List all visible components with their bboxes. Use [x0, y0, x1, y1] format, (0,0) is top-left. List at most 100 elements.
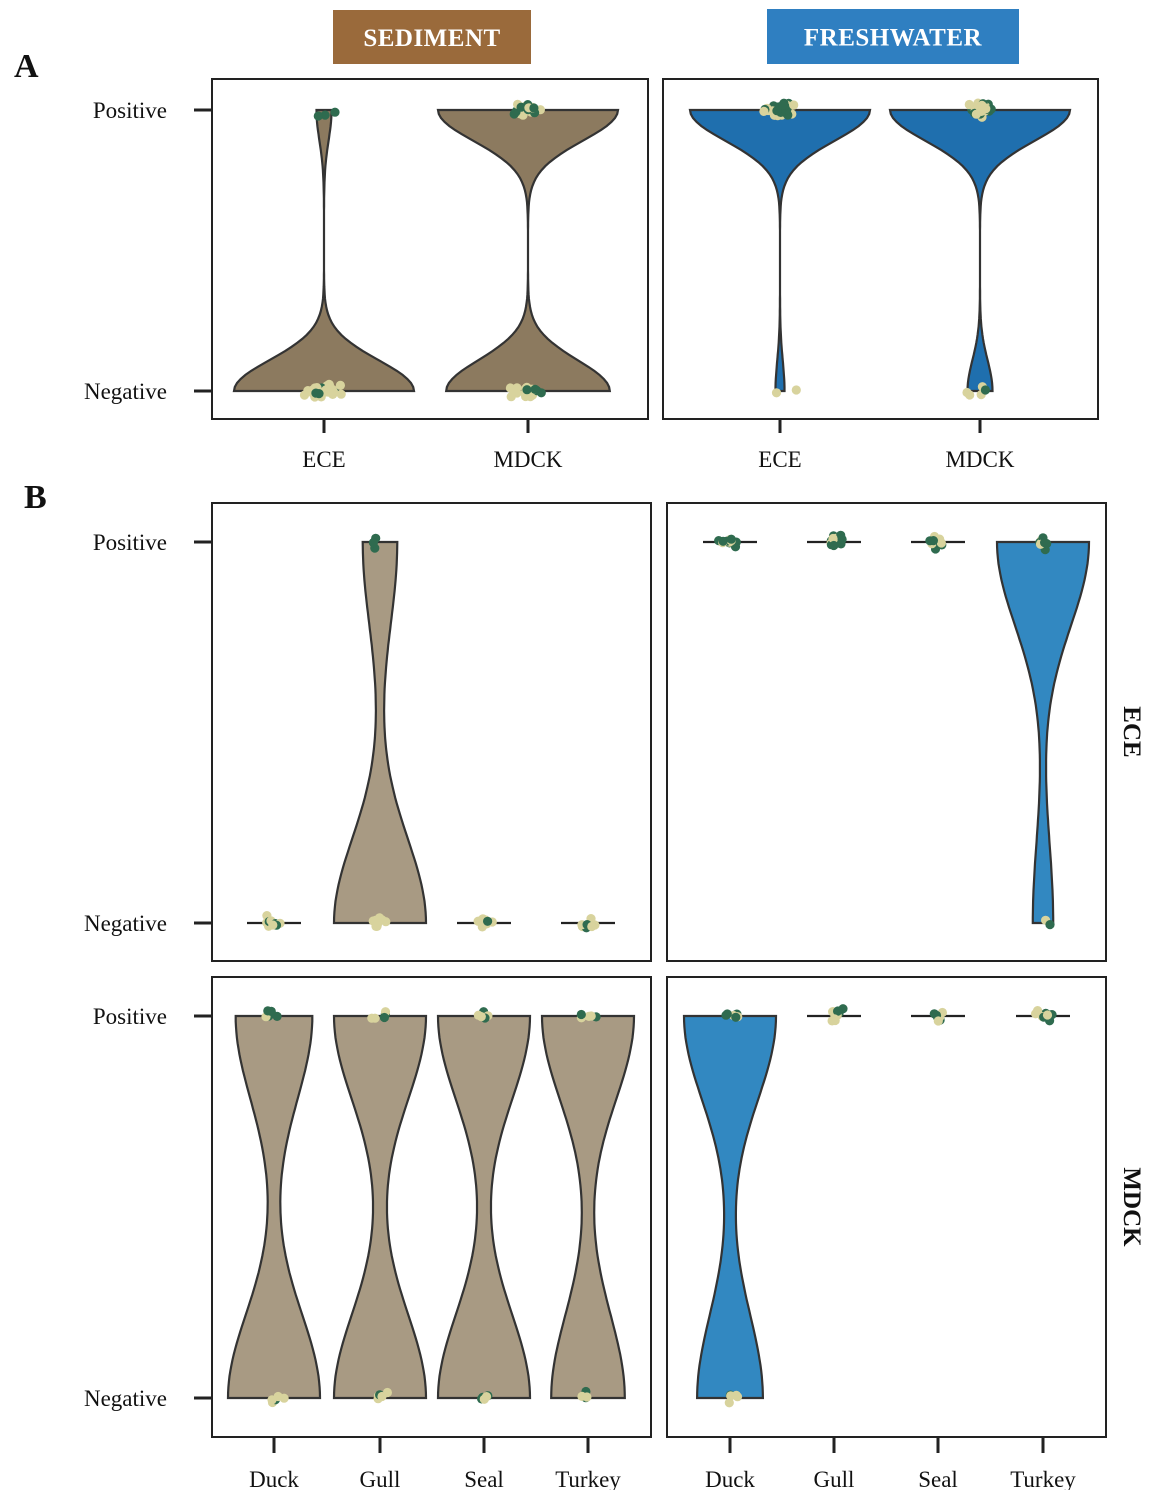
panel-b-xtick-label-sediment-duck: Duck: [249, 1467, 299, 1490]
point-b-mdck-sediment-duck-positive: [266, 1006, 276, 1017]
point-a-freshwater-ece-positive: [778, 100, 788, 110]
jitter-points: [261, 98, 1057, 1408]
panel-b-xtick-label-freshwater-seal: Seal: [918, 1467, 958, 1490]
panel-letter-a: A: [14, 48, 39, 85]
panel-a-ytick-label-negative: Negative: [84, 379, 167, 404]
violin-b-ece-freshwater-turkey: [995, 540, 1091, 925]
violin-b-mdck-sediment-turkey: [540, 1014, 636, 1400]
point-b-mdck-sediment-gull-positive: [379, 1012, 389, 1023]
point-a-sediment-mdck-positive: [509, 109, 519, 119]
point-b-ece-sediment-gull-positive: [368, 538, 378, 548]
violin-a-sediment-ece: [232, 108, 416, 393]
strip-freshwater: [767, 9, 1019, 64]
violin-a-freshwater-ece: [688, 108, 872, 393]
violin-b-mdck-sediment-seal: [436, 1014, 532, 1400]
point-a-freshwater-ece-positive: [789, 100, 799, 110]
point-b-mdck-sediment-turkey-negative: [577, 1391, 587, 1401]
violin-b-mdck-sediment-duck: [226, 1014, 322, 1400]
point-a-freshwater-ece-positive: [759, 106, 769, 116]
panel-b-ece-ytick-label-positive: Positive: [93, 530, 167, 555]
panel-letter-b: B: [24, 479, 47, 516]
point-b-ece-sediment-gull-negative: [381, 917, 391, 927]
strip-label-freshwater: FRESHWATER: [804, 25, 983, 52]
point-b-ece-freshwater-gull-positive: [828, 533, 838, 544]
point-a-freshwater-mdck-negative: [980, 385, 991, 395]
point-a-sediment-mdck-negative: [522, 385, 532, 395]
point-a-sediment-mdck-positive: [516, 102, 526, 112]
violins: [226, 108, 1091, 1400]
point-a-freshwater-mdck-positive: [980, 103, 990, 113]
strip-sediment: [333, 10, 531, 64]
point-a-freshwater-ece-positive: [772, 106, 782, 116]
point-a-sediment-ece-negative: [335, 380, 345, 390]
point-a-freshwater-ece-negative: [771, 388, 782, 398]
violin-b-mdck-freshwater-duck: [682, 1014, 778, 1400]
point-a-sediment-ece-positive: [330, 107, 340, 117]
panel-b-ece-ytick-label-negative: Negative: [84, 911, 167, 936]
row-strip-label-ece: ECE: [1118, 706, 1145, 757]
panel-b-mdck-ytick-label-positive: Positive: [93, 1004, 167, 1029]
panel-b-xtick-label-sediment-seal: Seal: [464, 1467, 504, 1490]
panel-a-xtick-label-freshwater-ece: ECE: [758, 447, 801, 472]
panel-b-xtick-label-freshwater-turkey: Turkey: [1010, 1467, 1076, 1490]
point-b-mdck-freshwater-seal-positive: [933, 1016, 943, 1026]
row-strip-label-mdck: MDCK: [1118, 1167, 1145, 1247]
point-a-sediment-mdck-negative: [530, 384, 540, 394]
panel-a-xtick-label-freshwater-mdck: MDCK: [945, 447, 1014, 472]
point-a-sediment-mdck-positive: [529, 103, 539, 113]
point-b-ece-freshwater-gull-positive: [837, 534, 847, 545]
strip-label-sediment: SEDIMENT: [363, 25, 500, 52]
panel-a-xtick-label-sediment-mdck: MDCK: [493, 447, 562, 472]
panel-frames: [194, 9, 1107, 1453]
point-a-sediment-ece-negative: [324, 380, 334, 390]
panel-b-xtick-label-sediment-turkey: Turkey: [555, 1467, 621, 1490]
point-a-freshwater-mdck-positive: [964, 99, 974, 110]
point-a-sediment-mdck-negative: [506, 392, 516, 402]
labels: A SEDIMENT FRESHWATER Positive Negative ECE MD…: [14, 25, 1145, 1490]
panel-a-freshwater-frame: [662, 78, 1099, 420]
point-a-freshwater-mdck-negative: [965, 390, 975, 400]
point-a-sediment-ece-negative: [299, 390, 310, 400]
point-b-ece-sediment-gull-negative: [372, 919, 383, 929]
point-b-ece-freshwater-turkey-negative: [1045, 920, 1055, 930]
point-b-ece-sediment-seal-negative: [483, 916, 493, 926]
panel-b-xtick-label-freshwater-duck: Duck: [705, 1467, 755, 1490]
panel-b-xtick-label-freshwater-gull: Gull: [814, 1467, 855, 1490]
panel-a-sediment-frame: [211, 78, 649, 420]
point-a-sediment-ece-positive: [320, 110, 330, 120]
point-a-sediment-ece-positive: [313, 111, 323, 121]
violin-a-sediment-mdck: [436, 108, 620, 393]
panel-b-ece-sediment-frame: [211, 502, 652, 962]
panel-b-ece-freshwater-frame: [666, 502, 1107, 962]
point-b-mdck-freshwater-duck-negative: [724, 1398, 734, 1408]
point-b-mdck-sediment-seal-positive: [473, 1010, 483, 1020]
panel-b-mdck-sediment-frame: [211, 976, 652, 1438]
point-a-freshwater-ece-negative: [791, 385, 801, 395]
point-b-ece-freshwater-turkey-positive: [1040, 538, 1050, 548]
point-b-ece-sediment-turkey-negative: [587, 921, 597, 932]
panel-a-xtick-label-sediment-ece: ECE: [302, 447, 345, 472]
point-b-mdck-sediment-seal-negative: [481, 1392, 492, 1402]
panel-b-mdck-freshwater-frame: [666, 976, 1107, 1438]
point-b-ece-freshwater-duck-positive: [726, 534, 736, 544]
point-b-ece-freshwater-seal-positive: [928, 536, 939, 546]
point-a-sediment-mdck-negative: [508, 384, 518, 395]
point-b-mdck-freshwater-duck-positive: [722, 1009, 732, 1019]
violin-b-ece-sediment-gull: [332, 540, 428, 925]
point-b-mdck-freshwater-gull-positive: [833, 1006, 843, 1016]
violin-b-mdck-sediment-gull: [332, 1014, 428, 1400]
point-b-mdck-sediment-gull-negative: [377, 1391, 387, 1402]
point-b-mdck-sediment-duck-negative: [279, 1393, 289, 1403]
point-a-sediment-ece-negative: [311, 388, 321, 398]
point-b-ece-sediment-duck-negative: [268, 920, 278, 930]
point-b-ece-freshwater-gull-positive: [829, 540, 839, 551]
panel-b-xtick-label-sediment-gull: Gull: [360, 1467, 401, 1490]
point-b-mdck-freshwater-turkey-positive: [1031, 1009, 1041, 1019]
panel-b-mdck-ytick-label-negative: Negative: [84, 1386, 167, 1411]
point-b-mdck-freshwater-duck-positive: [731, 1012, 741, 1022]
point-b-mdck-sediment-gull-positive: [367, 1013, 377, 1023]
violin-a-freshwater-mdck: [888, 108, 1072, 393]
point-b-mdck-freshwater-duck-negative: [731, 1390, 741, 1400]
point-b-ece-freshwater-duck-positive: [718, 536, 728, 546]
